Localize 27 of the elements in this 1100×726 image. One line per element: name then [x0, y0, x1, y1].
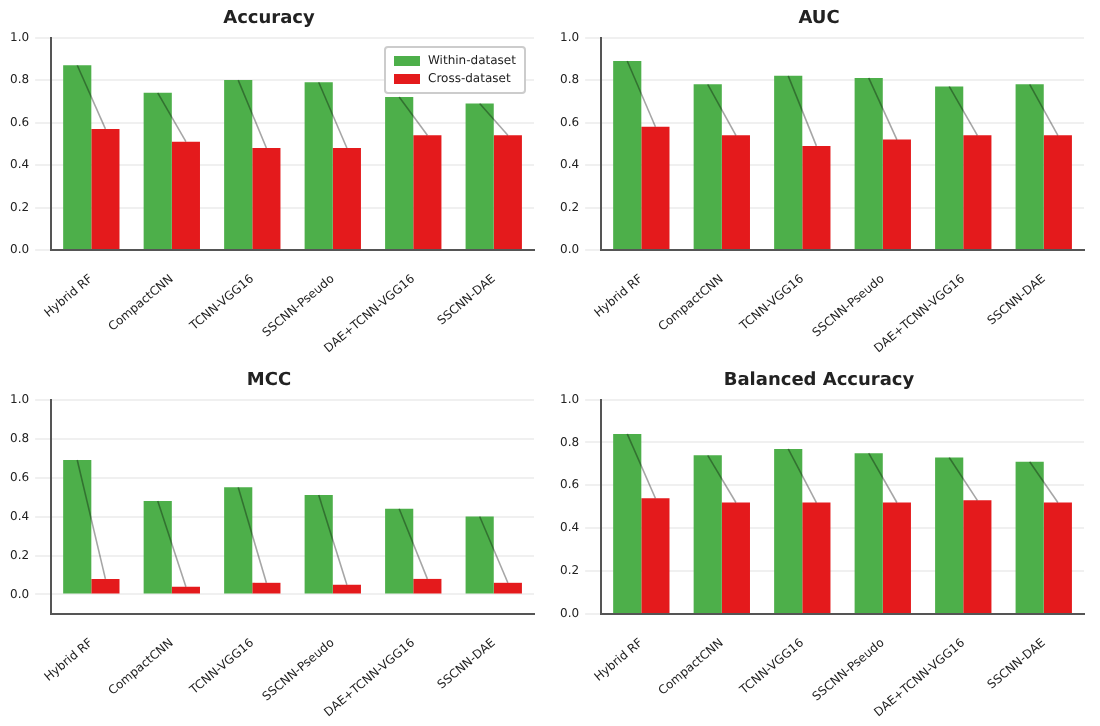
bar	[1043, 135, 1072, 249]
bar	[963, 135, 992, 249]
bar	[721, 502, 750, 613]
bar	[63, 65, 92, 249]
bar	[641, 126, 670, 249]
bar	[493, 582, 522, 594]
bar	[332, 148, 361, 249]
bar	[802, 502, 831, 613]
chart-title: AUC	[798, 9, 841, 30]
bar	[721, 135, 750, 249]
bar	[493, 135, 522, 249]
bar	[613, 60, 642, 249]
bar	[1015, 461, 1044, 613]
bar	[882, 139, 911, 249]
chart-title: Accuracy	[223, 9, 316, 30]
bar	[171, 141, 200, 249]
bar	[641, 498, 670, 613]
bar	[613, 433, 642, 613]
bar	[802, 145, 831, 249]
chart-title: MCC	[246, 371, 292, 392]
bar	[91, 128, 120, 249]
bar	[882, 502, 911, 613]
chart-title: Balanced Accuracy	[723, 371, 915, 392]
bar	[963, 500, 992, 613]
bar	[252, 148, 281, 249]
bar	[1043, 502, 1072, 613]
bar	[413, 135, 442, 249]
